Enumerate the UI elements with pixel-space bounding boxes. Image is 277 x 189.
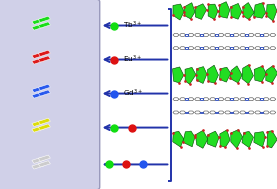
Bar xyxy=(200,34,203,36)
Polygon shape xyxy=(38,56,50,62)
Polygon shape xyxy=(38,50,50,57)
Polygon shape xyxy=(183,131,195,147)
Polygon shape xyxy=(38,155,50,161)
Bar xyxy=(245,112,248,113)
Polygon shape xyxy=(38,90,50,96)
Polygon shape xyxy=(38,16,50,22)
Polygon shape xyxy=(32,163,44,169)
Polygon shape xyxy=(266,4,277,21)
Text: Eu$^{3+}$: Eu$^{3+}$ xyxy=(123,54,142,65)
Polygon shape xyxy=(185,67,196,84)
Bar xyxy=(230,34,234,36)
Polygon shape xyxy=(197,67,207,84)
Bar xyxy=(260,34,263,36)
Polygon shape xyxy=(38,124,50,130)
Polygon shape xyxy=(32,92,44,98)
Polygon shape xyxy=(32,157,44,163)
Polygon shape xyxy=(266,66,277,83)
Polygon shape xyxy=(230,66,242,83)
Bar xyxy=(185,98,188,100)
Polygon shape xyxy=(254,3,266,18)
Bar xyxy=(200,98,203,100)
Polygon shape xyxy=(267,131,277,148)
Polygon shape xyxy=(243,3,254,19)
Text: Gd$^{3+}$: Gd$^{3+}$ xyxy=(123,88,143,99)
Polygon shape xyxy=(242,65,253,84)
Bar xyxy=(200,47,203,49)
Bar xyxy=(200,112,203,113)
Bar xyxy=(230,98,234,100)
Polygon shape xyxy=(231,130,243,148)
Polygon shape xyxy=(32,120,44,127)
Polygon shape xyxy=(173,4,184,20)
Polygon shape xyxy=(207,131,219,147)
Polygon shape xyxy=(38,161,50,167)
Polygon shape xyxy=(184,3,195,19)
Bar xyxy=(185,34,188,36)
Polygon shape xyxy=(38,118,50,125)
Polygon shape xyxy=(208,4,218,19)
Polygon shape xyxy=(220,67,231,82)
Polygon shape xyxy=(38,22,50,28)
Polygon shape xyxy=(195,130,208,148)
Polygon shape xyxy=(32,126,44,132)
Polygon shape xyxy=(220,130,230,147)
Text: Tb$^{3+}$: Tb$^{3+}$ xyxy=(123,20,142,31)
Polygon shape xyxy=(32,24,44,30)
FancyBboxPatch shape xyxy=(0,0,100,189)
Bar xyxy=(215,34,218,36)
Polygon shape xyxy=(173,67,184,83)
Bar xyxy=(245,34,248,36)
Bar xyxy=(215,112,218,113)
Polygon shape xyxy=(32,52,44,59)
Bar xyxy=(260,98,263,100)
Bar xyxy=(215,47,218,49)
Polygon shape xyxy=(32,58,44,64)
Polygon shape xyxy=(38,84,50,91)
Polygon shape xyxy=(195,4,207,19)
Bar xyxy=(230,112,234,113)
Polygon shape xyxy=(207,65,219,83)
Polygon shape xyxy=(230,3,242,19)
Bar xyxy=(245,47,248,49)
Polygon shape xyxy=(219,2,230,18)
Bar xyxy=(185,47,188,49)
Polygon shape xyxy=(254,132,265,147)
Bar xyxy=(230,47,234,49)
Polygon shape xyxy=(254,66,266,82)
Bar xyxy=(215,98,218,100)
Polygon shape xyxy=(32,18,44,25)
Bar xyxy=(245,98,248,100)
Bar xyxy=(260,47,263,49)
Bar xyxy=(185,112,188,113)
Polygon shape xyxy=(173,131,184,147)
Bar xyxy=(260,112,263,113)
Bar xyxy=(172,0,277,189)
Polygon shape xyxy=(242,131,253,148)
Polygon shape xyxy=(32,86,44,93)
